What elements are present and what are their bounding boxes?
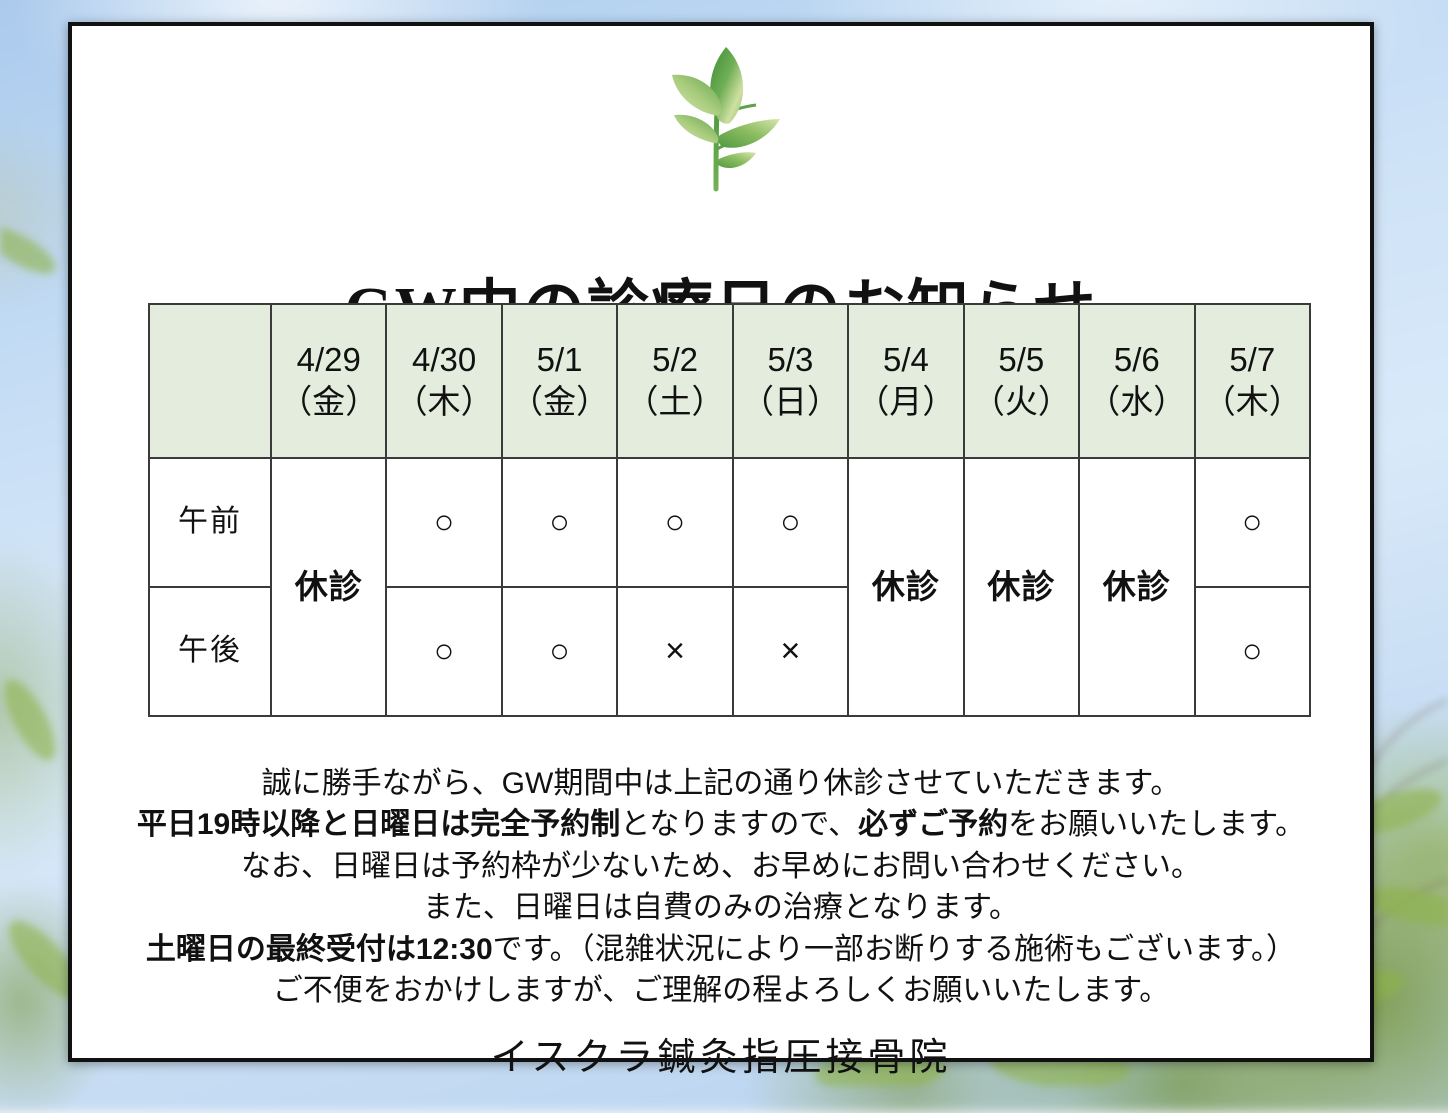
- cell-0503-pm: ×: [731, 586, 850, 717]
- notice-card: GW中の診療日のお知らせ 4/29 （金） 4/30 （木） 5/1 （金）: [68, 22, 1374, 1079]
- note-line-2-tail: をお願いいたします。: [1008, 808, 1306, 842]
- note-line-4: また、日曜日は自費のみの治療となります。: [422, 891, 1020, 925]
- date-text: 4/29: [296, 340, 361, 378]
- clinic-name: イスクラ鍼灸指圧接骨院: [490, 1037, 952, 1079]
- cell-0507-am: ○: [1193, 457, 1311, 588]
- header-cell-0501: 5/1 （金）: [500, 303, 619, 459]
- table-header-row: 4/29 （金） 4/30 （木） 5/1 （金） 5/2 （土） 5/3: [148, 303, 1311, 459]
- cell-0501-pm: ○: [500, 586, 619, 717]
- weekday-text: （火）: [971, 383, 1071, 420]
- corner-cell: [148, 303, 272, 459]
- cell-0503-am: ○: [731, 457, 850, 588]
- note-line-5-tail: です。（混雑状況により一部お断りする施術もございます。）: [492, 932, 1297, 966]
- row-label-morning: 午前: [148, 457, 272, 588]
- date-text: 5/6: [1113, 340, 1160, 378]
- leaf-sprig-icon: [72, 36, 1370, 206]
- weekday-text: （金）: [510, 383, 610, 420]
- note-line-6: ご不便をおかけしますが、ご理解の程よろしくお願いいたします。: [272, 973, 1170, 1007]
- note-line-1: 誠に勝手ながら、GW期間中は上記の通り休診させていただきます。: [261, 767, 1181, 800]
- note-line-5-bold: 土曜日の最終受付は12:30: [145, 932, 493, 966]
- header-cell-0504: 5/4 （月）: [847, 303, 965, 459]
- weekday-text: （日）: [740, 383, 840, 420]
- notes-block: 誠に勝手ながら、GW期間中は上記の通り休診させていただきます。 平日19時以降と…: [112, 763, 1330, 1011]
- weekday-text: （木）: [394, 383, 494, 420]
- table-row-afternoon: 午後 ○ ○ × × ○: [148, 586, 1311, 717]
- note-line-5: 土曜日の最終受付は12:30です。（混雑状況により一部お断りする施術もございます…: [112, 929, 1330, 970]
- note-line-2: 平日19時以降と日曜日は完全予約制となりますので、必ずご予約をお願いいたします。: [112, 804, 1330, 845]
- cell-0506-closed: 休診: [1078, 457, 1196, 717]
- schedule-table: 4/29 （金） 4/30 （木） 5/1 （金） 5/2 （土） 5/3: [148, 303, 1311, 717]
- row-label-afternoon: 午後: [148, 586, 272, 717]
- header-cell-0505: 5/5 （火）: [962, 303, 1081, 459]
- cell-0502-am: ○: [616, 457, 734, 588]
- header-cell-0502: 5/2 （土）: [616, 303, 734, 459]
- note-line-3: なお、日曜日は予約枠が少ないため、お早めにお問い合わせください。: [241, 849, 1201, 883]
- weekday-text: （金）: [279, 383, 379, 420]
- cell-0507-pm: ○: [1193, 586, 1311, 717]
- date-text: 5/4: [882, 340, 929, 378]
- cell-0430-am: ○: [385, 457, 503, 588]
- weekday-text: （月）: [856, 383, 956, 420]
- cell-0429-closed: 休診: [269, 457, 388, 717]
- header-cell-0430: 4/30 （木）: [385, 303, 503, 459]
- cell-0504-closed: 休診: [847, 457, 965, 717]
- cell-0501-am: ○: [500, 457, 619, 588]
- header-cell-0506: 5/6 （水）: [1078, 303, 1196, 459]
- leaf-sprig-svg: [672, 46, 780, 191]
- date-text: 4/30: [412, 340, 477, 378]
- weekday-text: （水）: [1087, 383, 1187, 420]
- cell-0430-pm: ○: [385, 586, 503, 717]
- header-cell-0507: 5/7 （木）: [1193, 303, 1311, 459]
- note-line-2-mid: となりますので、: [620, 808, 859, 842]
- header-cell-0503: 5/3 （日）: [731, 303, 850, 459]
- cell-0505-closed: 休診: [962, 457, 1081, 717]
- weekday-text: （木）: [1202, 383, 1302, 420]
- date-text: 5/5: [998, 340, 1045, 378]
- date-text: 5/3: [767, 340, 814, 378]
- note-line-2-bold-1: 平日19時以降と日曜日は完全予約制: [136, 808, 621, 842]
- note-line-2-bold-2: 必ずご予約: [858, 808, 1009, 842]
- header-cell-0429: 4/29 （金）: [269, 303, 388, 459]
- table-row-morning: 午前 休診 ○ ○ ○ ○ 休診 休診 休診 ○: [148, 457, 1311, 717]
- date-text: 5/1: [536, 340, 583, 378]
- date-text: 5/2: [652, 340, 698, 378]
- weekday-text: （土）: [625, 383, 725, 420]
- cell-0502-pm: ×: [616, 586, 734, 717]
- date-text: 5/7: [1229, 340, 1276, 378]
